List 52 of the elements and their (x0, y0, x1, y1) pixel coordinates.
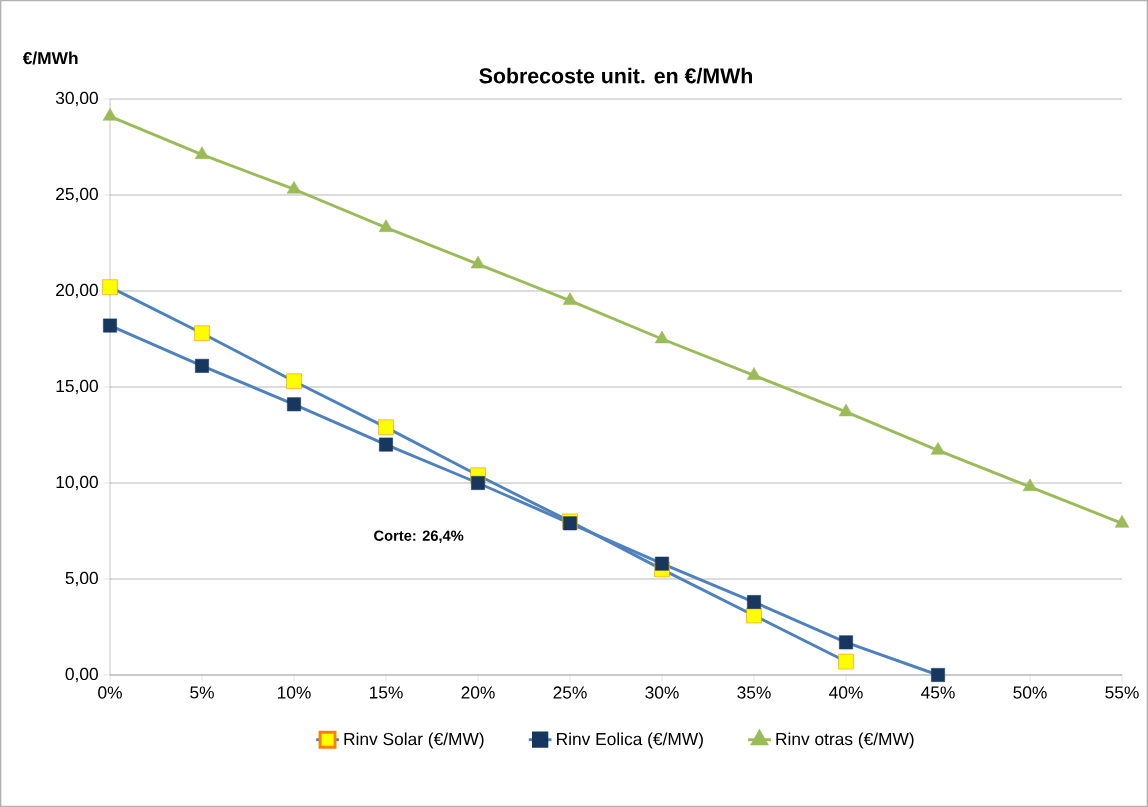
y-tick-label: 10,00 (56, 475, 98, 491)
point (838, 653, 854, 670)
point (194, 325, 210, 341)
point (102, 108, 118, 121)
point (194, 146, 210, 159)
x-tick-label: 50% (1013, 686, 1047, 699)
chart-title: Sobrecoste unit. en €/MWh (479, 67, 752, 84)
point (286, 373, 302, 389)
point (1022, 478, 1038, 492)
point (839, 635, 853, 650)
legend-label: Rinv otras (€/MW) (776, 732, 914, 749)
x-tick-label: 45% (921, 686, 955, 699)
point (655, 556, 669, 571)
x-tick-label: 10% (277, 686, 311, 699)
point (838, 403, 854, 417)
x-tick-label: 35% (737, 686, 771, 699)
y-tick-label: 0,00 (65, 667, 98, 683)
point (286, 180, 302, 194)
point (103, 318, 117, 333)
y-tick-label: 25,00 (56, 187, 98, 203)
point (471, 476, 485, 490)
y-tick-label: 20,00 (56, 283, 98, 299)
x-tick-label: 20% (461, 686, 495, 699)
point (470, 255, 486, 269)
x-tick-label: 30% (645, 686, 679, 699)
y-tick-label: 5,00 (65, 571, 98, 587)
y-tick-label: 15,00 (56, 379, 98, 395)
point (654, 330, 670, 344)
x-tick-label: 15% (369, 686, 403, 699)
point (378, 419, 394, 436)
point (287, 397, 301, 412)
x-tick-label: 0% (98, 686, 122, 699)
x-tick-label: 5% (190, 686, 214, 699)
point (102, 279, 118, 295)
point (1114, 515, 1130, 528)
point (746, 607, 762, 624)
point (379, 437, 393, 452)
point (931, 668, 945, 682)
point (195, 358, 209, 373)
y-axis-title: €/MWh (22, 51, 78, 65)
point (747, 595, 761, 609)
point (378, 219, 394, 232)
point (562, 292, 578, 305)
y-tick-label: 30,00 (55, 91, 98, 107)
legend-label: Rinv Solar (€/MW) (344, 732, 484, 749)
point (746, 367, 762, 380)
point (930, 442, 946, 455)
annotation: Corte: 26,4% (374, 530, 464, 544)
legend-label: Rinv Eolica (€/MW) (557, 732, 703, 749)
x-tick-label: 25% (553, 686, 587, 699)
x-tick-label: 55% (1105, 686, 1139, 699)
x-tick-label: 40% (829, 686, 863, 699)
